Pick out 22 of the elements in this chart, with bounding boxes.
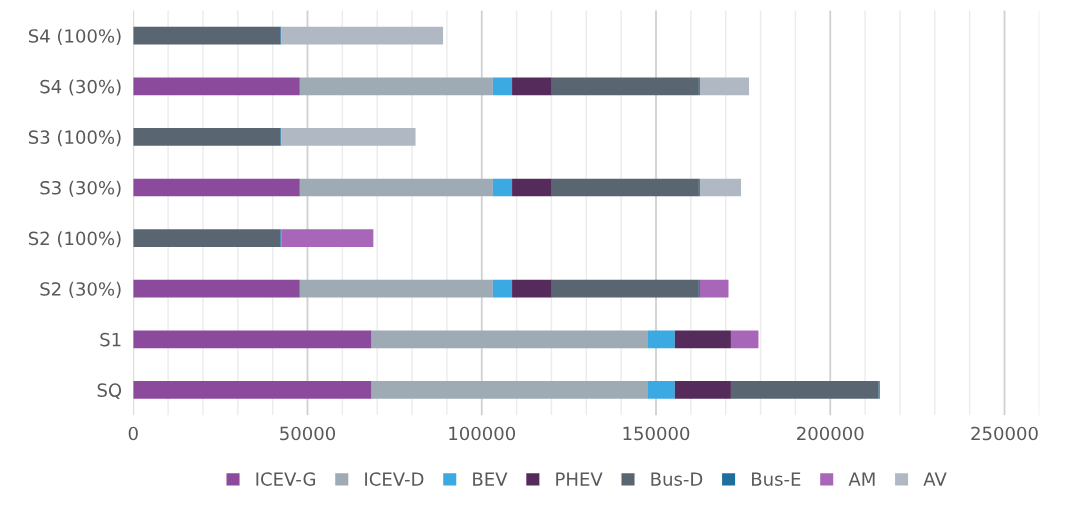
x-tick-label: 100000: [449, 426, 516, 441]
x-tick-label: 50000: [280, 426, 336, 441]
legend-label: Bus-E: [752, 472, 801, 486]
y-tick-label: S3 (100%): [28, 130, 121, 147]
y-tick-label: S2 (30%): [40, 281, 121, 298]
legend-label: ICEV-D: [365, 472, 424, 486]
y-tick-label: S1: [100, 332, 121, 347]
legend-label: ICEV-G: [256, 472, 315, 486]
legend-label: AV: [923, 472, 947, 486]
x-tick-label: 0: [128, 426, 138, 441]
y-tick-label: S4 (30%): [40, 79, 121, 96]
legend-label: PHEV: [556, 472, 603, 486]
y-tick-label: S3 (30%): [40, 180, 121, 197]
legend-label: Bus-D: [651, 472, 703, 486]
legend-label: AM: [848, 472, 875, 486]
x-tick-label: 150000: [623, 426, 690, 441]
y-tick-label: S4 (100%): [28, 28, 121, 45]
x-tick-label: 200000: [797, 426, 864, 441]
legend-label: BEV: [473, 472, 508, 486]
y-tick-label: SQ: [97, 383, 122, 400]
y-tick-label: S2 (100%): [28, 231, 121, 248]
x-tick-label: 250000: [971, 426, 1038, 441]
